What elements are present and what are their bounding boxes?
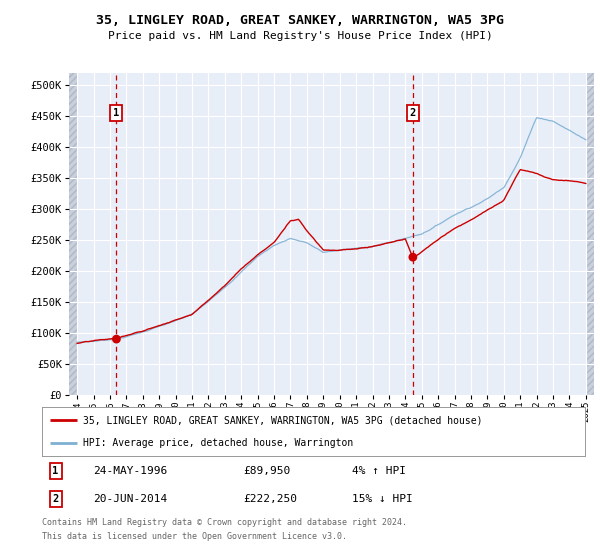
Text: 24-MAY-1996: 24-MAY-1996: [94, 466, 168, 476]
Text: 2: 2: [410, 108, 416, 118]
Bar: [69, 73, 77, 395]
Point: [112, 335, 121, 344]
Text: Contains HM Land Registry data © Crown copyright and database right 2024.: Contains HM Land Registry data © Crown c…: [42, 518, 407, 527]
Text: 15% ↓ HPI: 15% ↓ HPI: [352, 494, 412, 504]
Text: 20-JUN-2014: 20-JUN-2014: [94, 494, 168, 504]
Text: HPI: Average price, detached house, Warrington: HPI: Average price, detached house, Warr…: [83, 438, 353, 448]
Text: This data is licensed under the Open Government Licence v3.0.: This data is licensed under the Open Gov…: [42, 532, 347, 541]
Text: £89,950: £89,950: [243, 466, 290, 476]
Text: 35, LINGLEY ROAD, GREAT SANKEY, WARRINGTON, WA5 3PG: 35, LINGLEY ROAD, GREAT SANKEY, WARRINGT…: [96, 14, 504, 27]
Text: 4% ↑ HPI: 4% ↑ HPI: [352, 466, 406, 476]
Text: 2: 2: [52, 494, 59, 504]
Text: £222,250: £222,250: [243, 494, 297, 504]
Text: 1: 1: [113, 108, 119, 118]
Bar: [586, 73, 594, 395]
Text: 1: 1: [52, 466, 59, 476]
Text: Price paid vs. HM Land Registry's House Price Index (HPI): Price paid vs. HM Land Registry's House …: [107, 31, 493, 41]
Point: [408, 253, 418, 262]
Text: 35, LINGLEY ROAD, GREAT SANKEY, WARRINGTON, WA5 3PG (detached house): 35, LINGLEY ROAD, GREAT SANKEY, WARRINGT…: [83, 416, 482, 426]
